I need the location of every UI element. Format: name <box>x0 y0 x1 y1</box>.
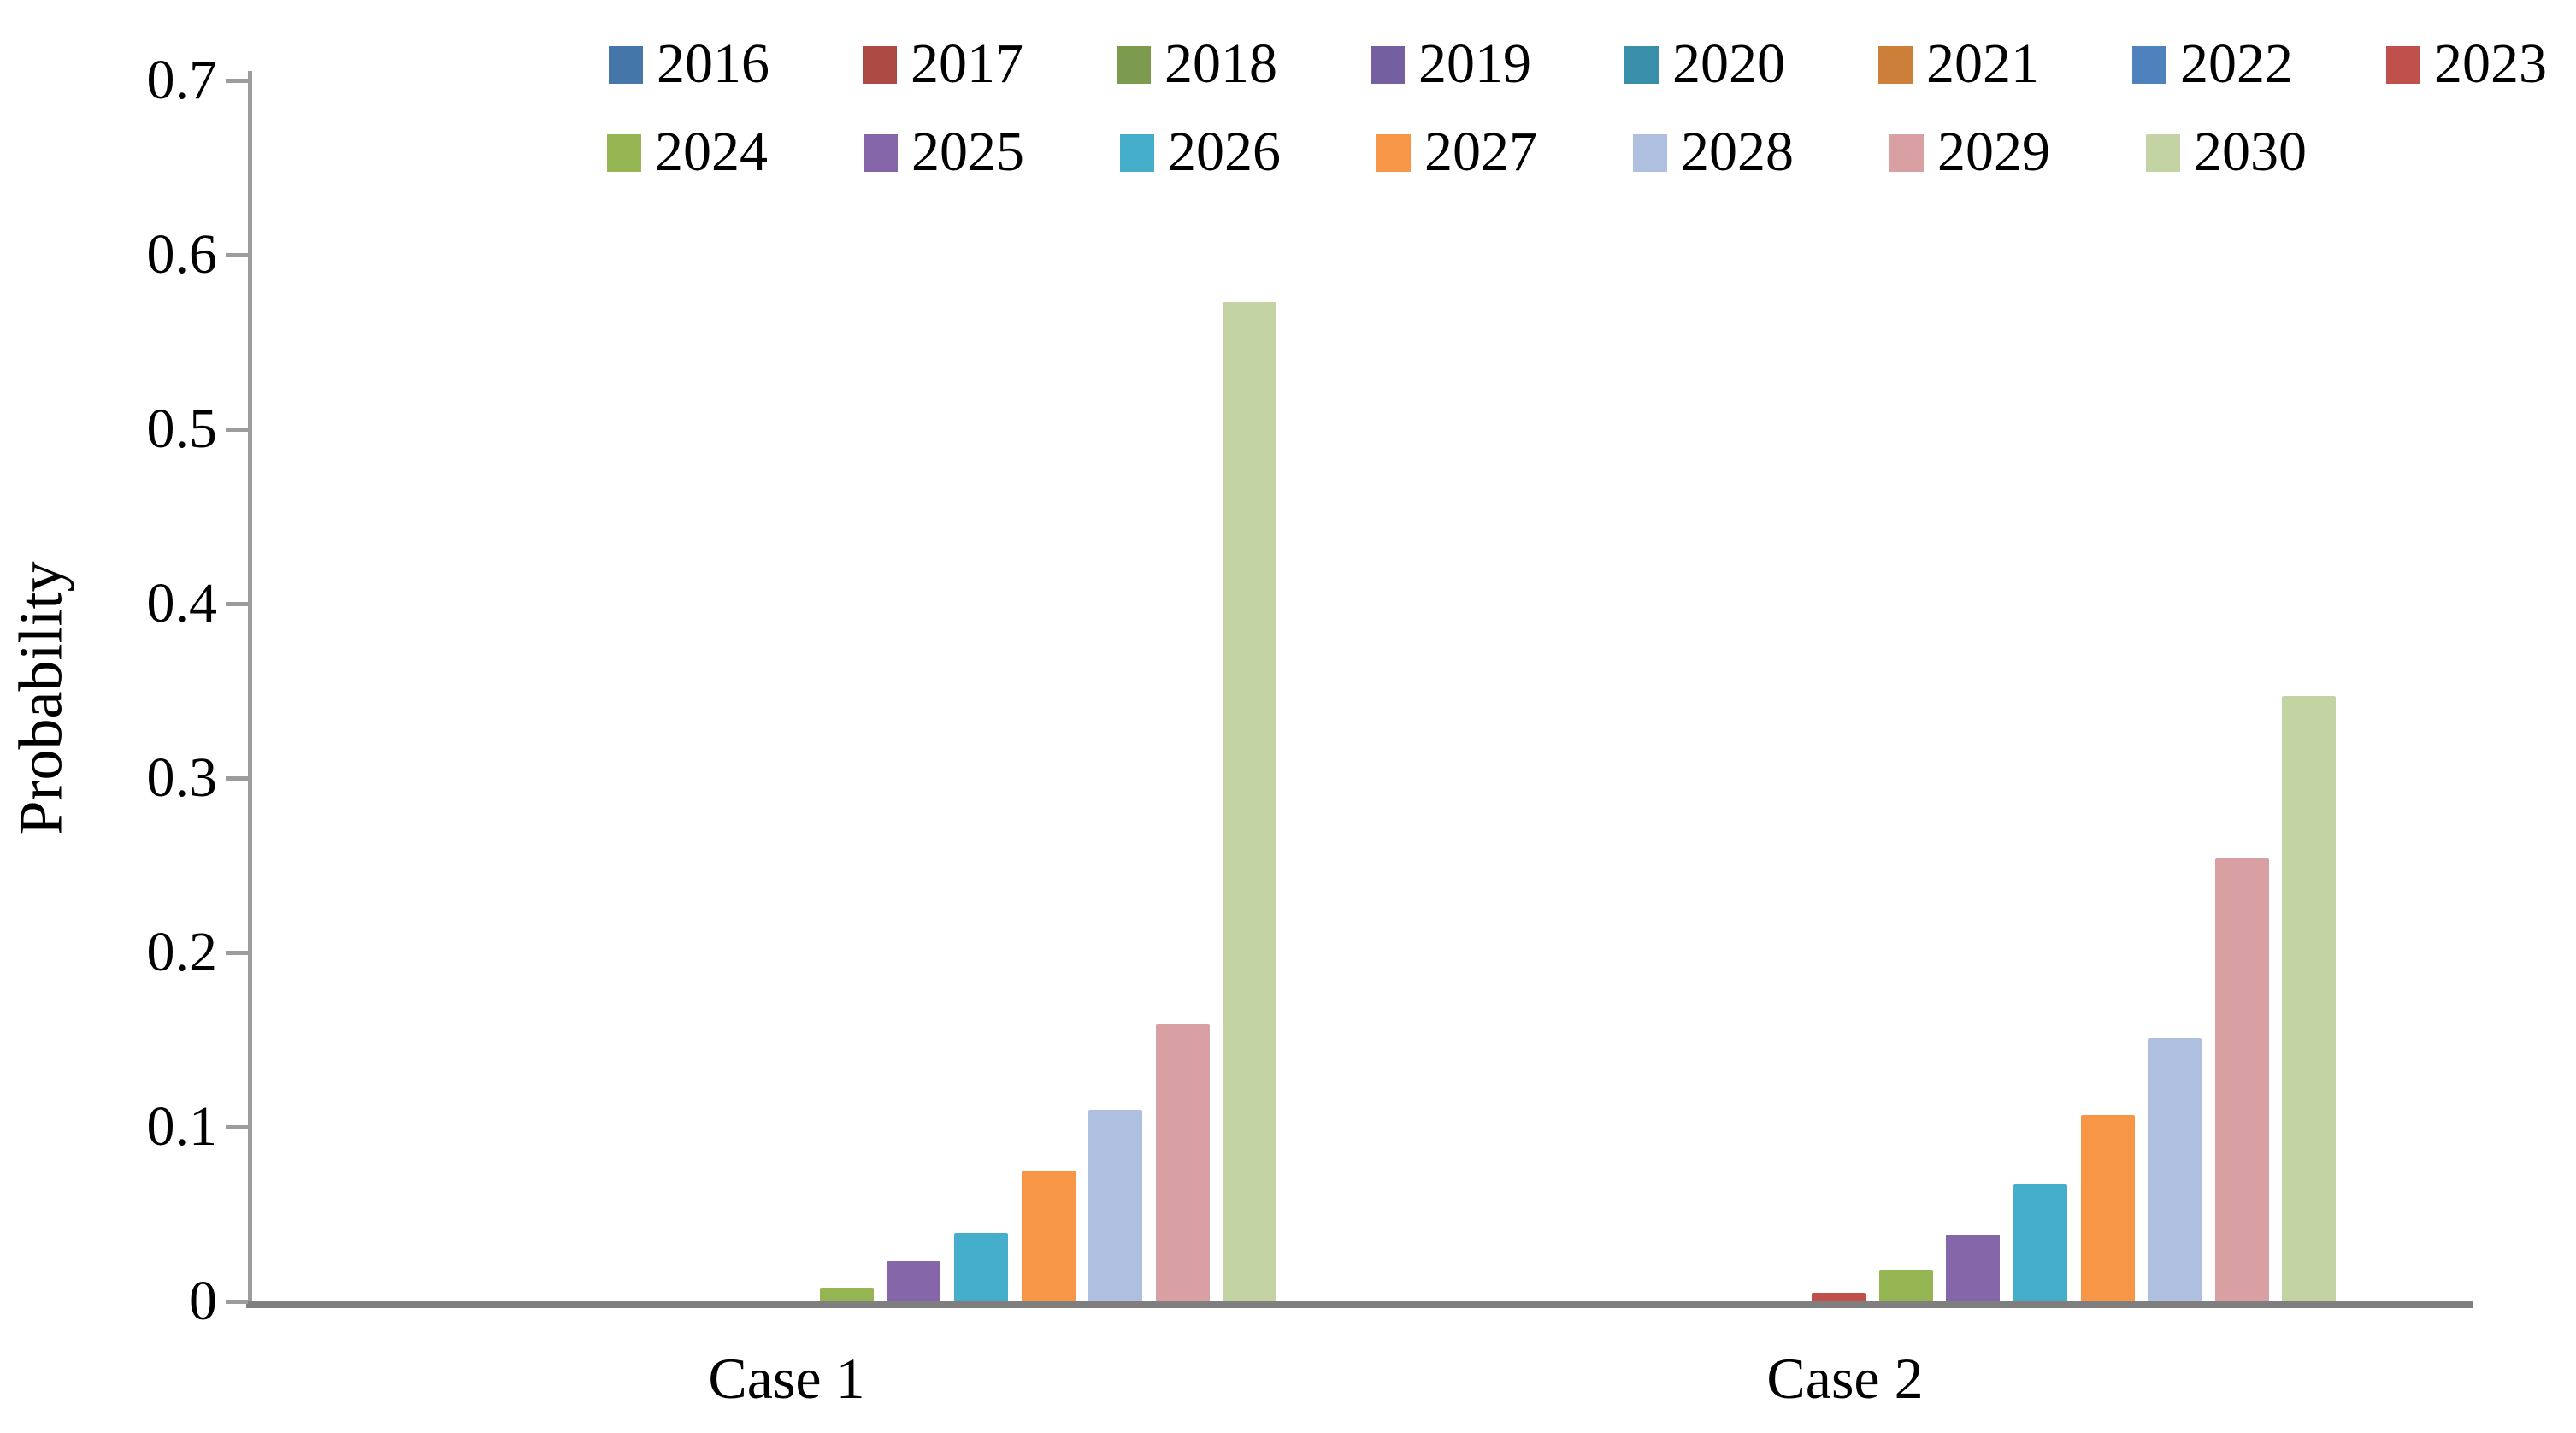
y-tick-label: 0.1 <box>146 1095 218 1158</box>
legend-swatch-2028 <box>1633 134 1667 172</box>
bar-2027-case1 <box>1022 1171 1076 1301</box>
bar-2024-case1 <box>820 1288 874 1301</box>
y-tick-label: 0.6 <box>146 223 218 286</box>
y-tick-mark <box>226 602 248 606</box>
legend-label-2023: 2023 <box>2434 32 2547 95</box>
legend-label-2026: 2026 <box>1168 121 1281 183</box>
legend-swatch-2027 <box>1376 134 1411 172</box>
y-tick-label: 0.7 <box>146 49 218 111</box>
y-axis-title: Probability <box>6 561 75 835</box>
bar-2024-case2 <box>1879 1270 1933 1301</box>
bar-2030-case1 <box>1223 302 1276 1301</box>
y-tick-mark <box>226 776 248 781</box>
legend-label-2029: 2029 <box>1937 121 2050 183</box>
legend-swatch-2016 <box>609 46 643 84</box>
bar-2025-case2 <box>1946 1235 2000 1301</box>
legend-swatch-2021 <box>1878 46 1913 84</box>
y-tick-mark <box>226 79 248 83</box>
legend-swatch-2026 <box>1120 134 1154 172</box>
bar-2028-case2 <box>2148 1038 2202 1301</box>
legend-swatch-2019 <box>1371 46 1405 84</box>
bar-2028-case1 <box>1088 1110 1142 1301</box>
legend-label-2030: 2030 <box>2194 121 2307 183</box>
bar-2023-case2 <box>1812 1293 1866 1301</box>
legend-label-2025: 2025 <box>911 121 1024 183</box>
y-tick-mark <box>226 428 248 432</box>
legend-swatch-2023 <box>2386 46 2420 84</box>
legend-label-2021: 2021 <box>1926 32 2039 95</box>
y-tick-mark <box>226 1125 248 1129</box>
legend-swatch-2025 <box>864 134 898 172</box>
bar-2030-case2 <box>2282 696 2336 1301</box>
bar-2029-case2 <box>2215 858 2269 1301</box>
legend-label-2019: 2019 <box>1418 32 1531 95</box>
category-label-1: Case 1 <box>708 1346 865 1411</box>
legend-swatch-2029 <box>1889 134 1924 172</box>
bar-2027-case2 <box>2081 1115 2135 1301</box>
legend-swatch-2022 <box>2132 46 2166 84</box>
legend-swatch-2020 <box>1624 46 1659 84</box>
legend-label-2022: 2022 <box>2180 32 2293 95</box>
legend-label-2028: 2028 <box>1681 121 1794 183</box>
legend-swatch-2024 <box>607 134 641 172</box>
bar-2029-case1 <box>1156 1024 1210 1301</box>
y-tick-label: 0 <box>189 1270 217 1332</box>
legend-swatch-2018 <box>1117 46 1151 84</box>
category-label-2: Case 2 <box>1766 1346 1924 1411</box>
y-tick-label: 0.5 <box>146 398 218 460</box>
y-tick-mark <box>226 253 248 257</box>
bar-2026-case1 <box>954 1233 1008 1301</box>
legend-swatch-2017 <box>863 46 897 84</box>
y-tick-mark <box>226 951 248 955</box>
legend-label-2018: 2018 <box>1164 32 1277 95</box>
legend-label-2027: 2027 <box>1424 121 1537 183</box>
y-tick-label: 0.3 <box>146 746 218 809</box>
y-tick-label: 0.2 <box>146 921 218 983</box>
x-axis-line <box>246 1301 2473 1308</box>
legend-label-2017: 2017 <box>911 32 1023 95</box>
legend-label-2020: 2020 <box>1672 32 1785 95</box>
legend-label-2016: 2016 <box>657 32 769 95</box>
bar-2026-case2 <box>2013 1184 2067 1301</box>
legend-swatch-2030 <box>2146 134 2180 172</box>
y-tick-label: 0.4 <box>146 572 218 634</box>
y-axis-line <box>248 71 252 1308</box>
bar-2025-case1 <box>887 1261 940 1301</box>
y-tick-mark <box>226 1300 248 1304</box>
legend-label-2024: 2024 <box>655 121 768 183</box>
